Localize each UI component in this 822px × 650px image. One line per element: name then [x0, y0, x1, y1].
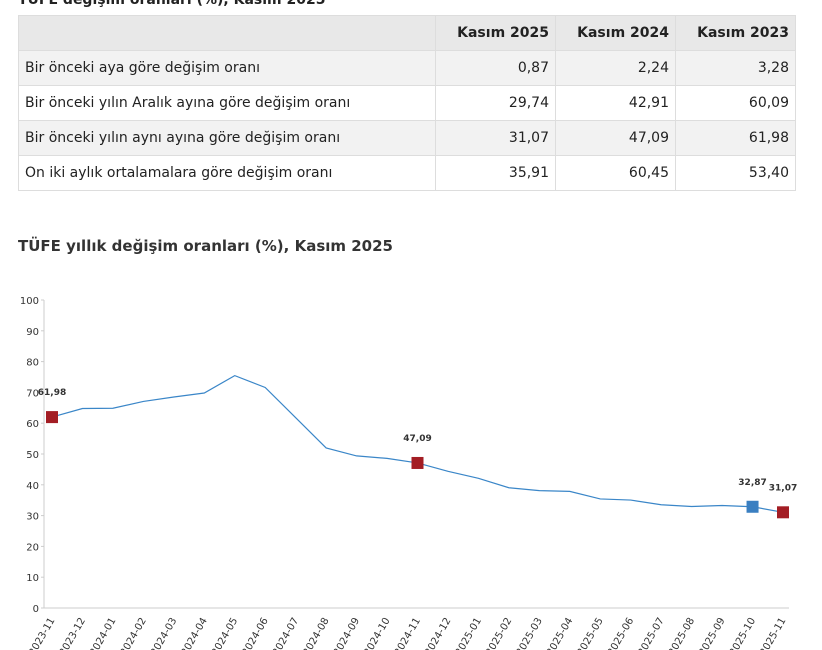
row-label: On iki aylık ortalamalara göre değişim o…: [18, 155, 436, 191]
table: Kasım 2025 Kasım 2024 Kasım 2023 Bir önceki…: [18, 15, 796, 191]
y-tick-label: 50: [26, 450, 39, 461]
marker: [411, 456, 424, 469]
x-tick-label: 2024-04: [179, 616, 209, 650]
data-label: 32,87: [738, 478, 766, 488]
x-tick-label: 2024-10: [362, 616, 392, 650]
y-tick-label: 40: [26, 481, 39, 492]
x-tick-label: 2024-07: [271, 616, 301, 650]
chart-title: TÜFE yıllık değişim oranları (%), Kasım …: [18, 236, 393, 255]
row-label: Bir önceki yılın aynı ayına göre değişim…: [18, 120, 436, 156]
x-tick-label: 2024-02: [119, 616, 149, 650]
x-tick-label: 2024-05: [210, 616, 240, 650]
marker: [777, 506, 789, 519]
cell: 42,91: [555, 85, 676, 121]
y-tick-label: 10: [26, 573, 39, 584]
y-tick-label: 90: [26, 327, 39, 338]
data-label: 31,07: [769, 483, 797, 493]
header-cell: Kasım 2025: [435, 15, 556, 51]
x-tick-label: 2023-11: [27, 616, 57, 650]
data-label: 47,09: [403, 434, 431, 444]
table-title: TÜFE değişim oranları (%), Kasım 2025: [18, 0, 326, 8]
x-tick-label: 2025-01: [454, 616, 484, 650]
row-label: Bir önceki yılın Aralık ayına göre değiş…: [18, 85, 436, 121]
cell: 53,40: [675, 155, 796, 191]
header-cell: [18, 15, 436, 51]
x-tick-label: 2025-08: [667, 616, 697, 650]
x-tick-label: 2025-04: [545, 616, 575, 650]
x-tick-label: 2025-06: [606, 616, 636, 650]
marker: [746, 500, 759, 513]
x-tick-label: 2025-02: [484, 616, 514, 650]
y-tick-label: 0: [33, 604, 39, 615]
chart: TÜFE yıllık değişim oranları (%), Kasım …: [18, 236, 797, 650]
x-tick-label: 2024-01: [88, 616, 118, 650]
x-tick-label: 2024-11: [393, 616, 423, 650]
cell: 60,45: [555, 155, 676, 191]
y-tick-label: 60: [26, 419, 39, 430]
cell: 31,07: [435, 120, 556, 156]
x-tick-label: 2025-09: [697, 616, 727, 650]
header-cell: Kasım 2024: [555, 15, 676, 51]
x-tick-label: 2024-06: [240, 616, 270, 650]
cell: 35,91: [435, 155, 556, 191]
x-tick-label: 2024-12: [423, 616, 453, 650]
header-row: Kasım 2025 Kasım 2024 Kasım 2023: [18, 15, 796, 51]
x-tick-label: 2025-07: [636, 616, 666, 650]
x-tick-label: 2025-03: [515, 616, 545, 650]
row: Bir önceki aya göre değişim oranı 0,87 2,2…: [18, 50, 796, 86]
x-tick-label: 2024-09: [332, 616, 362, 650]
row: On iki aylık ortalamalara göre değişim o…: [18, 155, 796, 191]
y-tick-label: 20: [26, 542, 39, 553]
row: Bir önceki yılın aynı ayına göre değişim…: [18, 120, 796, 156]
row-label: Bir önceki aya göre değişim oranı: [18, 50, 436, 86]
data-label: 61,98: [38, 388, 66, 398]
cell: 61,98: [675, 120, 796, 156]
cell: 2,24: [555, 50, 676, 86]
y-tick-label: 100: [20, 296, 39, 307]
marker: [46, 411, 58, 424]
y-tick-label: 70: [26, 388, 39, 399]
x-tick-label: 2024-03: [149, 616, 179, 650]
cell: 0,87: [435, 50, 556, 86]
x-tick-label: 2025-10: [728, 616, 758, 650]
x-tick-label: 2023-12: [58, 616, 88, 650]
row: Bir önceki yılın Aralık ayına göre değiş…: [18, 85, 796, 121]
cell: 47,09: [555, 120, 676, 156]
header-cell: Kasım 2023: [675, 15, 796, 51]
x-tick-label: 2025-05: [575, 616, 605, 650]
x-tick-label: 2024-08: [301, 616, 331, 650]
x-tick-label: 2025-11: [758, 616, 788, 650]
cell: 60,09: [675, 85, 796, 121]
cell: 29,74: [435, 85, 556, 121]
cell: 3,28: [675, 50, 796, 86]
y-tick-label: 80: [26, 358, 39, 369]
y-tick-label: 30: [26, 512, 39, 523]
